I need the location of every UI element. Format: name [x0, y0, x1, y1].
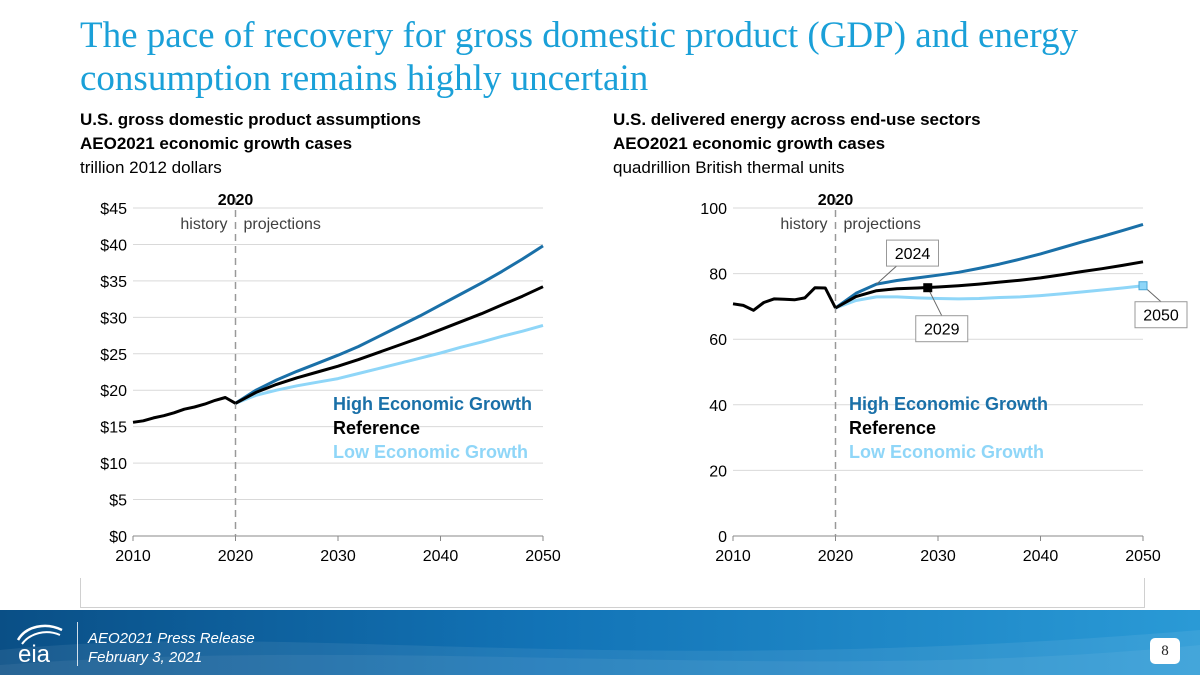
energy-chart-units: quadrillion British thermal units — [613, 158, 845, 177]
gdp-x-tick-label: 2010 — [115, 548, 151, 565]
energy-annotation-box — [886, 239, 939, 267]
energy-x-tick-label: 2010 — [715, 548, 751, 565]
gdp-x-tick-label: 2040 — [423, 548, 459, 565]
gdp-x-tick-label: 2020 — [218, 548, 254, 565]
energy-y-tick-label: 20 — [709, 463, 727, 480]
footer-release: AEO2021 Press Release — [88, 630, 255, 647]
energy-y-tick-label: 40 — [709, 398, 727, 415]
gdp-chart-title-line-2: AEO2021 economic growth cases — [80, 134, 353, 153]
energy-annotation-marker — [1138, 281, 1148, 291]
gdp-chart-units: trillion 2012 dollars — [80, 158, 222, 177]
energy-projections-label: projections — [844, 216, 921, 233]
energy-y-tick-label: 60 — [709, 332, 727, 349]
footer-divider — [77, 622, 78, 666]
footer-bar — [0, 610, 1200, 675]
gdp-y-tick-label: $25 — [100, 347, 127, 364]
gdp-series-reference-line — [234, 285, 544, 405]
gdp-legend-reference: Reference — [333, 418, 420, 438]
gdp-y-tick-label: $20 — [100, 383, 127, 400]
footer-swoosh — [0, 630, 1200, 675]
gdp-x-tick-label: 2030 — [320, 548, 356, 565]
gdp-divider-year: 2020 — [218, 192, 254, 209]
gdp-y-tick-label: $45 — [100, 201, 127, 218]
gdp-chart: $0 $5 $10 $15 $20 $25 $30 $35 $40 $45 2010 2020 2030… — [100, 192, 561, 565]
energy-annotation-marker — [923, 283, 933, 293]
footer-date: February 3, 2021 — [88, 649, 203, 666]
energy-series-reference-line — [834, 260, 1144, 310]
gdp-series-low-line — [234, 323, 544, 405]
energy-chart-title-line-2: AEO2021 economic growth cases — [613, 134, 886, 153]
energy-x-tick-label: 2040 — [1023, 548, 1059, 565]
energy-history-line — [732, 286, 837, 312]
energy-chart-title-line-1: U.S. delivered energy across end-use sec… — [613, 110, 981, 129]
energy-series-low-line — [834, 284, 1144, 310]
gdp-history-line — [132, 396, 237, 424]
gdp-chart-title-line-1: U.S. gross domestic product assumptions — [80, 110, 422, 129]
gdp-y-tick-label: $10 — [100, 456, 127, 473]
gdp-history-label: history — [180, 216, 227, 233]
energy-annotation-box — [1134, 301, 1188, 329]
energy-annotation-leader — [876, 265, 897, 285]
gdp-chart-heading: U.S. gross domestic product assumptions … — [80, 108, 421, 180]
notes-box — [80, 578, 1145, 608]
gdp-y-tick-label: $5 — [109, 493, 127, 510]
energy-y-tick-label: 100 — [700, 201, 727, 218]
energy-x-tick-label: 2050 — [1125, 548, 1161, 565]
gdp-legend-low: Low Economic Growth — [333, 442, 528, 462]
gdp-y-tick-label: $30 — [100, 310, 127, 327]
gdp-x-tick-label: 2050 — [525, 548, 561, 565]
energy-legend-low: Low Economic Growth — [849, 442, 1044, 462]
gdp-y-tick-label: $40 — [100, 237, 127, 254]
footer-text: AEO2021 Press Release February 3, 2021 — [88, 629, 255, 667]
energy-annotation-label: 2050 — [1143, 308, 1179, 325]
energy-x-tick-label: 2020 — [818, 548, 854, 565]
energy-y-tick-label: 80 — [709, 267, 727, 284]
eia-logo-text: eia — [18, 641, 51, 668]
energy-x-tick-label: 2030 — [920, 548, 956, 565]
eia-logo: eia — [16, 624, 63, 668]
energy-series-high-line — [834, 222, 1144, 310]
gdp-series-high-line — [234, 244, 544, 405]
gdp-projections-label: projections — [244, 216, 321, 233]
energy-annotation-label: 2024 — [895, 246, 931, 263]
page-number: 8 — [1150, 638, 1180, 664]
energy-chart-heading: U.S. delivered energy across end-use sec… — [613, 108, 981, 180]
gdp-legend-high: High Economic Growth — [333, 394, 532, 414]
slide-title: The pace of recovery for gross domestic … — [80, 15, 1078, 99]
gdp-y-tick-label: $35 — [100, 274, 127, 291]
energy-annotation-box — [915, 315, 969, 343]
energy-divider-year: 2020 — [818, 192, 854, 209]
gdp-y-tick-label: $0 — [109, 529, 127, 546]
gdp-y-tick-label: $15 — [100, 420, 127, 437]
energy-annotation-leader — [927, 287, 943, 316]
energy-legend-high: High Economic Growth — [849, 394, 1048, 414]
energy-legend-reference: Reference — [849, 418, 936, 438]
energy-y-tick-label: 0 — [718, 529, 727, 546]
energy-history-label: history — [780, 216, 827, 233]
energy-annotation-label: 2029 — [924, 322, 960, 339]
